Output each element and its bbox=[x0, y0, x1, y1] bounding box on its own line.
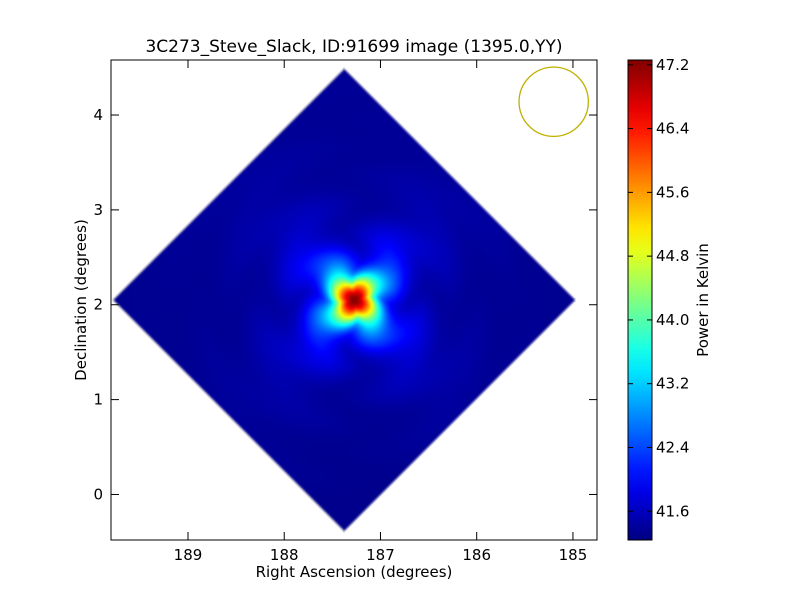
y-axis-label: Declination (degrees) bbox=[72, 219, 90, 381]
x-tick-label-2: 187 bbox=[366, 546, 395, 564]
x-tick-label-3: 186 bbox=[462, 546, 491, 564]
y-tick-label-3: 3 bbox=[93, 201, 103, 219]
y-axis-ticks: 0 1 2 3 4 bbox=[93, 106, 597, 503]
colorbar-label: Power in Kelvin bbox=[694, 243, 712, 357]
colorbar-tick-label-4: 44.8 bbox=[656, 247, 689, 265]
heatmap-image bbox=[111, 60, 597, 540]
x-tick-label-0: 189 bbox=[174, 546, 203, 564]
beam-circle bbox=[518, 66, 589, 138]
colorbar-tick-label-1: 42.4 bbox=[656, 439, 689, 457]
x-axis-label: Right Ascension (degrees) bbox=[256, 563, 453, 581]
colorbar-tick-label-7: 47.2 bbox=[656, 56, 689, 74]
colorbar-scale bbox=[627, 59, 653, 541]
colorbar-tick-label-3: 44.0 bbox=[656, 311, 689, 329]
x-axis-ticks: 189 188 187 186 185 bbox=[174, 60, 588, 564]
plot-frame bbox=[110, 59, 598, 541]
colorbar: 41.6 42.4 43.2 44.0 44.8 45.6 46.4 47.2 Power i… bbox=[627, 56, 712, 541]
y-tick-label-1: 1 bbox=[93, 391, 103, 409]
y-tick-label-4: 4 bbox=[93, 106, 103, 124]
plot-area bbox=[111, 60, 597, 540]
colorbar-tick-label-2: 43.2 bbox=[656, 375, 689, 393]
x-tick-label-1: 188 bbox=[270, 546, 299, 564]
y-tick-label-2: 2 bbox=[93, 296, 103, 314]
chart-title: 3C273_Steve_Slack, ID:91699 image (1395.… bbox=[145, 37, 562, 57]
x-tick-label-4: 185 bbox=[559, 546, 588, 564]
colorbar-tick-label-0: 41.6 bbox=[656, 502, 689, 520]
colorbar-tick-label-5: 45.6 bbox=[656, 183, 689, 201]
colorbar-ticks: 41.6 42.4 43.2 44.0 44.8 45.6 46.4 47.2 bbox=[628, 56, 689, 520]
colorbar-tick-label-6: 46.4 bbox=[656, 120, 689, 138]
y-tick-label-0: 0 bbox=[93, 485, 103, 503]
